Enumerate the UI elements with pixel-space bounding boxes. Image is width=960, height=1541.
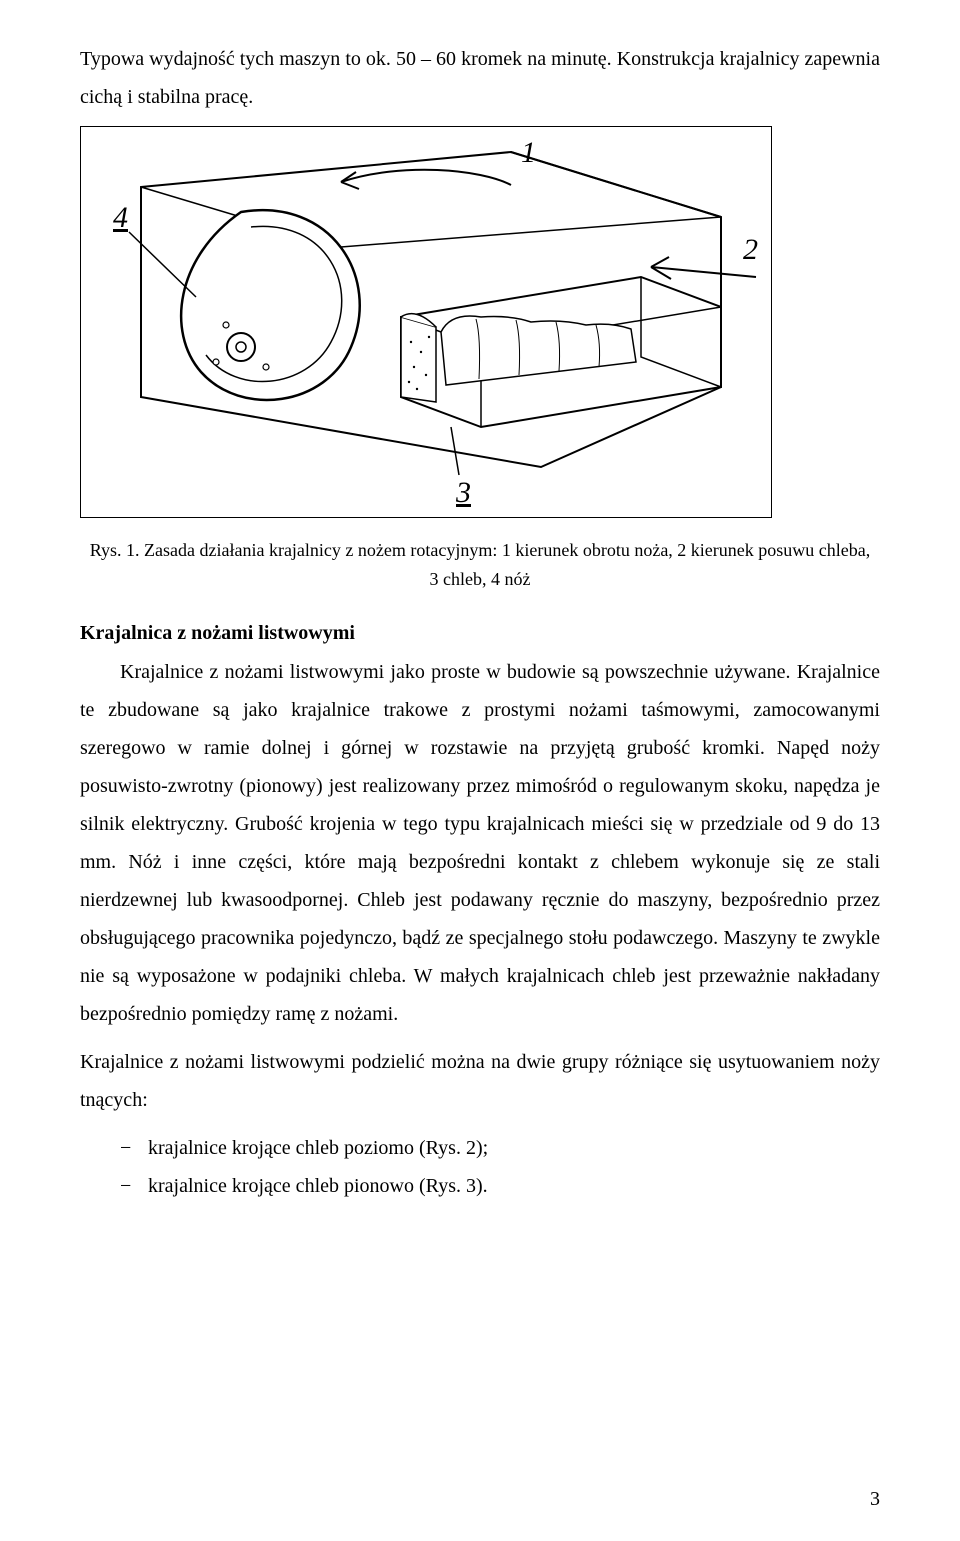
caption-line-1: Rys. 1. Zasada działania krajalnicy z no…	[90, 540, 871, 560]
figure-label-2: 2	[743, 233, 758, 266]
figure-label-4: 4	[113, 201, 128, 234]
body-paragraph-2: Krajalnice z nożami listwowymi podzielić…	[80, 1043, 880, 1119]
page-number: 3	[870, 1488, 880, 1511]
figure-container: 1 2 3 4	[80, 126, 880, 518]
section-heading: Krajalnica z nożami listwowymi	[80, 622, 880, 645]
bullet-list: krajalnice krojące chleb poziomo (Rys. 2…	[120, 1129, 880, 1205]
figure-label-3: 3	[455, 476, 471, 509]
figure-label-1: 1	[521, 136, 536, 169]
list-item: krajalnice krojące chleb pionowo (Rys. 3…	[120, 1167, 880, 1205]
body-paragraph-1: Krajalnice z nożami listwowymi jako pros…	[80, 653, 880, 1033]
figure-caption: Rys. 1. Zasada działania krajalnicy z no…	[80, 536, 880, 594]
figure-bread-slicer: 1 2 3 4	[80, 126, 772, 518]
list-item: krajalnice krojące chleb poziomo (Rys. 2…	[120, 1129, 880, 1167]
caption-line-2: 3 chleb, 4 nóż	[430, 569, 531, 589]
intro-paragraph: Typowa wydajność tych maszyn to ok. 50 –…	[80, 40, 880, 116]
slicer-diagram-svg: 1 2 3 4	[81, 127, 771, 517]
document-page: Typowa wydajność tych maszyn to ok. 50 –…	[0, 0, 960, 1541]
